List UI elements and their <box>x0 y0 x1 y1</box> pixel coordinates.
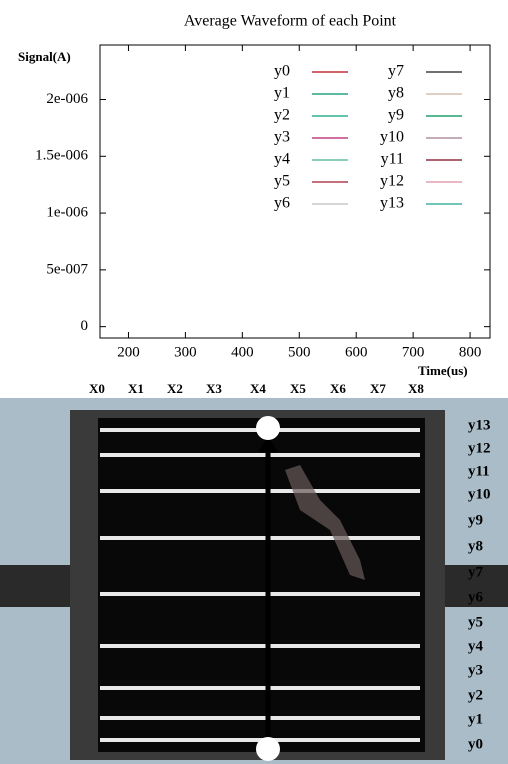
y-tick-label: 1.5e-006 <box>35 148 88 164</box>
y-electrode-label: y13 <box>468 417 491 433</box>
x-axis-label: Time(us) <box>418 363 468 378</box>
device-area <box>98 418 425 752</box>
y-electrode-label: y11 <box>468 463 490 479</box>
x-electrode-label: X4 <box>250 381 266 396</box>
photo <box>0 398 508 764</box>
x-electrode-label: X2 <box>167 381 183 396</box>
y-electrode-label: y0 <box>468 736 483 752</box>
x-electrode-label: X6 <box>330 381 346 396</box>
y-electrode-label: y9 <box>468 512 483 528</box>
x-tick-label: 500 <box>288 344 311 360</box>
left-tab <box>0 565 80 607</box>
legend-label: y3 <box>274 129 290 146</box>
legend-label: y1 <box>274 85 290 102</box>
x-tick-label: 200 <box>117 344 140 360</box>
x-electrode-label: X7 <box>370 381 386 396</box>
x-tick-label: 600 <box>345 344 368 360</box>
x-electrode-label: X0 <box>89 381 105 396</box>
legend-label: y12 <box>380 173 404 190</box>
y-electrode-label: y4 <box>468 638 484 654</box>
x-electrode-label: X1 <box>128 381 144 396</box>
y-tick-label: 0 <box>81 318 89 334</box>
debris <box>285 465 365 580</box>
legend-label: y8 <box>388 85 404 102</box>
x-electrode-label: X3 <box>206 381 222 396</box>
legend-label: y2 <box>274 107 290 124</box>
x-electrode-label: X5 <box>290 381 306 396</box>
y-electrode-label: y3 <box>468 662 483 678</box>
arrow-head <box>258 436 278 452</box>
x-tick-label: 700 <box>402 344 425 360</box>
chart-title: Average Waveform of each Point <box>184 13 397 30</box>
y-electrode-label: y12 <box>468 440 491 456</box>
x-electrode-label: X8 <box>408 381 424 396</box>
legend-label: y9 <box>388 107 404 124</box>
legend-label: y5 <box>274 173 290 190</box>
y-tick-label: 2e-006 <box>46 91 88 107</box>
y-electrode-label: y7 <box>468 564 484 580</box>
legend-label: y10 <box>380 129 404 146</box>
plot-frame <box>99 44 491 339</box>
y-electrode-label: y5 <box>468 614 483 630</box>
legend-label: y0 <box>274 63 290 80</box>
electrodes <box>100 428 420 742</box>
x-tick-label: 300 <box>174 344 197 360</box>
y-tick-label: 5e-007 <box>46 261 88 277</box>
x-tick-label: 400 <box>231 344 254 360</box>
y-tick-label: 1e-006 <box>46 205 88 221</box>
x-tick-label: 800 <box>459 344 482 360</box>
y-electrode-label: y1 <box>468 711 483 727</box>
y-electrode-label: y8 <box>468 538 483 554</box>
y-electrode-label: y6 <box>468 589 484 605</box>
y-electrode-label: y2 <box>468 687 483 703</box>
y-electrode-label: y10 <box>468 486 491 502</box>
y-axis-label: Signal(A) <box>18 49 71 64</box>
legend-label: y13 <box>380 195 404 212</box>
start-point <box>256 737 280 761</box>
legend-label: y7 <box>388 63 404 80</box>
legend-label: y4 <box>274 151 290 168</box>
end-point <box>256 416 280 440</box>
legend-label: y6 <box>274 195 290 212</box>
legend-label: y11 <box>381 151 404 168</box>
